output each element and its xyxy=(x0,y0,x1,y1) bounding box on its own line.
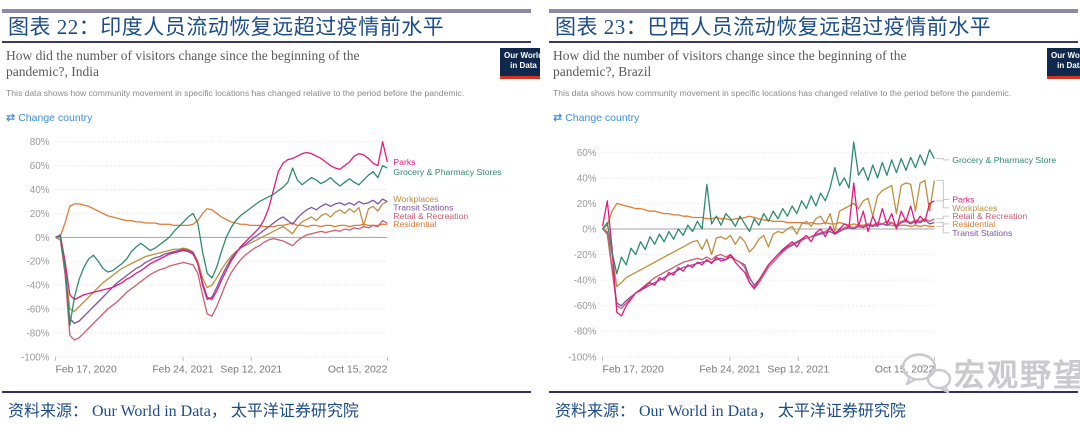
svg-text:Feb 17, 2020: Feb 17, 2020 xyxy=(603,365,664,376)
title-divider xyxy=(549,41,1078,43)
svg-text:Retail & Recreation: Retail & Recreation xyxy=(393,211,468,221)
svg-text:80%: 80% xyxy=(30,137,50,148)
owid-title-line2: pandemic?, Brazil xyxy=(553,64,652,79)
panel-brazil: 图表 23：巴西人员流动恢复远超过疫情前水平 How did the numbe… xyxy=(540,0,1080,427)
svg-text:0%: 0% xyxy=(35,233,50,244)
svg-text:Residential: Residential xyxy=(393,219,436,229)
svg-text:40%: 40% xyxy=(30,185,50,196)
source-divider xyxy=(549,391,1078,393)
owid-subtitle: This data shows how community movement i… xyxy=(6,88,465,98)
owid-logo: Our World in Data xyxy=(500,48,540,79)
svg-text:-40%: -40% xyxy=(26,281,49,292)
svg-text:Feb 24, 2021: Feb 24, 2021 xyxy=(699,365,760,376)
owid-chart-title: How did the number of visitors change si… xyxy=(553,48,993,80)
svg-text:Sep 12, 2021: Sep 12, 2021 xyxy=(767,365,829,376)
svg-text:-100%: -100% xyxy=(21,352,50,363)
figure-title-brazil: 图表 23：巴西人员流动恢复远超过疫情前水平 xyxy=(555,15,992,39)
svg-text:Residential: Residential xyxy=(952,219,995,229)
svg-text:-60%: -60% xyxy=(573,301,596,312)
svg-text:-80%: -80% xyxy=(26,328,49,339)
svg-text:60%: 60% xyxy=(30,161,50,172)
svg-text:Transit Stations: Transit Stations xyxy=(952,228,1013,238)
owid-logo-line2: in Data xyxy=(1057,61,1080,70)
svg-text:Feb 17, 2020: Feb 17, 2020 xyxy=(56,365,117,376)
svg-text:Parks: Parks xyxy=(952,195,975,205)
title-divider xyxy=(2,41,531,43)
top-accent-bar xyxy=(549,9,1078,13)
change-country-link[interactable]: ⇄ Change country xyxy=(6,111,93,125)
change-country-label: Change country xyxy=(565,111,640,124)
owid-embed-brazil: How did the number of visitors change si… xyxy=(549,43,1080,379)
svg-text:Grocery & Pharmacy Store: Grocery & Pharmacy Store xyxy=(952,155,1056,165)
svg-text:Oct 15, 2022: Oct 15, 2022 xyxy=(875,365,935,376)
panel-india: 图表 22：印度人员流动恢复远超过疫情前水平 How did the numbe… xyxy=(2,9,540,423)
svg-text:40%: 40% xyxy=(577,173,597,184)
source-divider xyxy=(2,391,531,393)
svg-text:-80%: -80% xyxy=(573,327,596,338)
owid-logo: Our World in Data xyxy=(1047,48,1080,79)
owid-header: How did the number of visitors change si… xyxy=(553,48,1080,84)
svg-text:-40%: -40% xyxy=(573,276,596,287)
svg-text:Feb 24, 2021: Feb 24, 2021 xyxy=(152,365,213,376)
owid-title-line1: How did the number of visitors change si… xyxy=(6,48,360,63)
owid-title-line2: pandemic?, India xyxy=(6,64,99,79)
swap-arrows-icon: ⇄ xyxy=(6,112,16,124)
source-block: 资料来源： Our World in Data， 太平洋证券研究院 xyxy=(2,391,531,423)
source-block: 资料来源： Our World in Data， 太平洋证券研究院 xyxy=(549,391,1078,423)
mobility-chart-india: 80% 60% 40% 20% 0% -20% -40% -60% -80% -100% Feb 1… xyxy=(21,137,502,376)
svg-text:Workplaces: Workplaces xyxy=(393,194,439,204)
svg-text:-20%: -20% xyxy=(26,257,49,268)
svg-text:Sep 12, 2021: Sep 12, 2021 xyxy=(220,365,282,376)
figure-title-india: 图表 22：印度人员流动恢复远超过疫情前水平 xyxy=(8,15,445,39)
svg-text:20%: 20% xyxy=(30,209,50,220)
svg-text:-60%: -60% xyxy=(26,305,49,316)
source-note: 资料来源： Our World in Data， 太平洋证券研究院 xyxy=(555,403,906,420)
owid-logo-line2: in Data xyxy=(510,61,537,70)
svg-text:Transit Stations: Transit Stations xyxy=(393,202,454,212)
svg-text:60%: 60% xyxy=(577,148,597,159)
owid-logo-line1: Our World xyxy=(1051,51,1080,60)
owid-title-line1: How did the number of visitors change si… xyxy=(553,48,907,63)
change-country-link[interactable]: ⇄ Change country xyxy=(553,111,640,125)
svg-text:20%: 20% xyxy=(577,199,597,210)
svg-text:-20%: -20% xyxy=(573,250,596,261)
svg-text:Parks: Parks xyxy=(393,157,416,167)
mobility-chart-brazil: 60% 40% 20% 0% -20% -40% -60% -80% -100% Feb 17, … xyxy=(568,141,1056,376)
top-accent-bar xyxy=(2,9,531,13)
owid-chart-title: How did the number of visitors change si… xyxy=(6,48,446,80)
svg-text:-100%: -100% xyxy=(568,352,597,363)
svg-text:Grocery & Pharmacy Stores: Grocery & Pharmacy Stores xyxy=(393,167,502,177)
swap-arrows-icon: ⇄ xyxy=(553,112,563,124)
change-country-label: Change country xyxy=(18,111,93,124)
owid-embed-india: How did the number of visitors change si… xyxy=(2,43,540,379)
svg-text:Oct 15, 2022: Oct 15, 2022 xyxy=(328,365,388,376)
owid-header: How did the number of visitors change si… xyxy=(6,48,540,84)
svg-text:0%: 0% xyxy=(582,224,597,235)
owid-logo-line1: Our World xyxy=(504,51,540,60)
svg-text:Retail & Recreation: Retail & Recreation xyxy=(952,211,1027,221)
owid-subtitle: This data shows how community movement i… xyxy=(553,88,1012,98)
source-note: 资料来源： Our World in Data， 太平洋证券研究院 xyxy=(8,403,359,420)
svg-text:Workplaces: Workplaces xyxy=(952,203,998,213)
